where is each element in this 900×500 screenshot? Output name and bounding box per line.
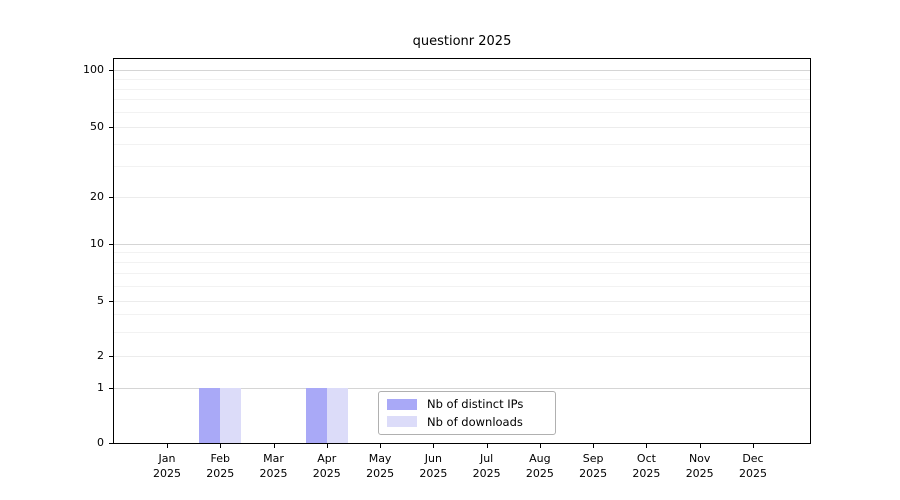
x-tick-year: 2025 xyxy=(632,467,661,480)
x-tick-month: Dec xyxy=(742,452,764,465)
legend-label-distinct-ips: Nb of distinct IPs xyxy=(427,397,524,412)
gridline-minor xyxy=(114,285,810,287)
gridline-major xyxy=(114,126,810,128)
legend-swatch-distinct-ips xyxy=(387,398,417,410)
x-tick-year: 2025 xyxy=(366,467,395,480)
plot-area xyxy=(113,58,811,444)
y-tick-label: 100 xyxy=(83,63,104,77)
x-tick-mark xyxy=(380,444,382,448)
x-tick-label: Jul 2025 xyxy=(457,451,517,481)
y-tick-label: 50 xyxy=(90,119,104,133)
y-tick-mark xyxy=(109,196,114,198)
y-tick-mark xyxy=(109,443,114,444)
x-tick-year: 2025 xyxy=(738,467,767,480)
x-tick-label: Apr 2025 xyxy=(297,451,357,481)
x-tick-year: 2025 xyxy=(419,467,448,480)
y-tick-label: 2 xyxy=(97,349,104,363)
gridline-minor xyxy=(114,111,810,113)
y-tick-label: 0 xyxy=(97,436,104,449)
x-tick-label: Jan 2025 xyxy=(137,451,197,481)
gridline-major xyxy=(114,243,810,245)
legend: Nb of distinct IPs Nb of downloads xyxy=(378,391,556,435)
x-tick-mark xyxy=(486,444,488,448)
y-tick-mark xyxy=(109,387,114,389)
x-tick-year: 2025 xyxy=(153,467,181,480)
gridline-minor xyxy=(114,314,810,316)
x-tick-label: Aug 2025 xyxy=(510,451,570,481)
y-tick-label: 20 xyxy=(90,189,104,203)
bar-downloads xyxy=(220,387,242,443)
x-tick-mark xyxy=(539,444,541,448)
y-tick-mark xyxy=(109,356,114,358)
gridline-minor xyxy=(114,143,810,145)
x-tick-month: Sep xyxy=(582,452,604,465)
y-tick-mark xyxy=(109,70,114,72)
bar-distinct-ips xyxy=(305,387,327,443)
x-tick-label: Sep 2025 xyxy=(563,451,623,481)
gridline-major xyxy=(114,300,810,302)
y-tick-mark xyxy=(109,126,114,128)
y-tick-label: 5 xyxy=(97,293,104,307)
x-tick-month: Mar xyxy=(263,452,284,465)
x-tick-mark xyxy=(752,444,754,448)
x-tick-label: Mar 2025 xyxy=(244,451,304,481)
y-tick-mark xyxy=(109,243,114,245)
x-tick-label: Jun 2025 xyxy=(403,451,463,481)
x-tick-month: Feb xyxy=(210,452,230,465)
legend-item-distinct-ips: Nb of distinct IPs xyxy=(387,397,547,411)
x-tick-month: May xyxy=(368,452,392,465)
x-tick-mark xyxy=(273,444,275,448)
x-tick-label: Nov 2025 xyxy=(670,451,730,481)
x-tick-mark xyxy=(326,444,328,448)
x-tick-month: Nov xyxy=(688,452,711,465)
gridline-minor xyxy=(114,273,810,275)
x-tick-month: Jan xyxy=(158,452,176,465)
gridline-minor xyxy=(114,88,810,90)
gridline-minor xyxy=(114,252,810,254)
legend-label-downloads: Nb of downloads xyxy=(427,414,523,429)
x-tick-year: 2025 xyxy=(525,467,554,480)
gridline-major xyxy=(114,70,810,72)
x-tick-label: Oct 2025 xyxy=(616,451,676,481)
y-tick-mark xyxy=(109,300,114,302)
x-tick-month: Oct xyxy=(636,452,656,465)
x-tick-mark xyxy=(433,444,435,448)
gridline-major xyxy=(114,387,810,389)
x-tick-label: May 2025 xyxy=(350,451,410,481)
x-tick-year: 2025 xyxy=(259,467,288,480)
bar-distinct-ips xyxy=(199,387,221,443)
legend-item-downloads: Nb of downloads xyxy=(387,415,547,429)
gridline-minor xyxy=(114,165,810,167)
x-tick-month: Jul xyxy=(479,452,494,465)
chart-title: questionr 2025 xyxy=(412,34,512,49)
x-tick-mark xyxy=(699,444,701,448)
y-tick-label: 10 xyxy=(90,236,104,250)
x-tick-year: 2025 xyxy=(472,467,501,480)
x-tick-month: Jun xyxy=(424,452,442,465)
x-tick-year: 2025 xyxy=(685,467,714,480)
x-tick-label: Dec 2025 xyxy=(723,451,783,481)
x-tick-mark xyxy=(593,444,595,448)
bar-downloads xyxy=(326,387,348,443)
y-tick-label: 1 xyxy=(97,380,104,394)
x-tick-year: 2025 xyxy=(206,467,235,480)
gridline-minor xyxy=(114,262,810,264)
gridline-major xyxy=(114,356,810,358)
gridline-major xyxy=(114,196,810,198)
gridline-minor xyxy=(114,331,810,333)
x-tick-year: 2025 xyxy=(312,467,341,480)
x-tick-label: Feb 2025 xyxy=(190,451,250,481)
x-tick-mark xyxy=(220,444,222,448)
x-tick-month: Aug xyxy=(529,452,551,465)
gridline-minor xyxy=(114,79,810,80)
x-tick-year: 2025 xyxy=(579,467,608,480)
x-tick-mark xyxy=(646,444,648,448)
x-tick-month: Apr xyxy=(317,452,337,465)
legend-swatch-downloads xyxy=(387,416,417,428)
gridline-minor xyxy=(114,99,810,101)
x-tick-mark xyxy=(167,444,168,448)
